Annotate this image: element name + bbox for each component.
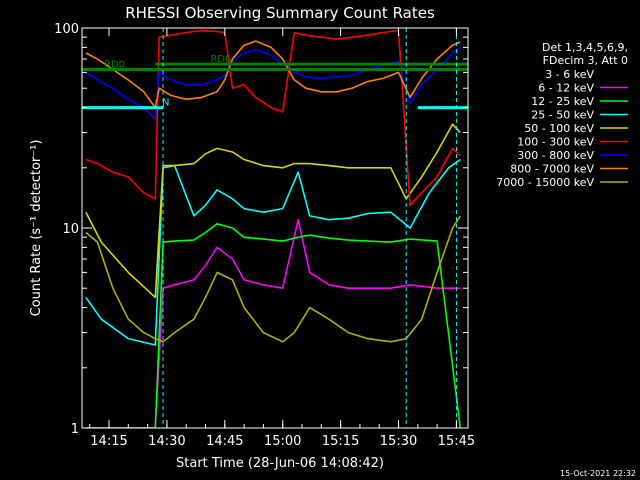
- legend-label-12-25-kev: 12 - 25 keV: [531, 95, 594, 108]
- flag-layer: N RD0 RD6: [82, 28, 468, 428]
- series-line-100-300-kev: [85, 29, 461, 206]
- legend-label-6-12-kev: 6 - 12 keV: [538, 82, 594, 95]
- x-axis: 14:15 14:30 14:45 15:00 15:15 15:30 15:45: [89, 28, 475, 449]
- timestamp: 15-Oct-2021 22:32: [560, 469, 636, 478]
- x-tick-label: 15:30: [380, 434, 417, 449]
- y-tick-label: 100: [54, 22, 79, 37]
- x-tick-label: 14:30: [148, 434, 185, 449]
- series-line-6-12-kev: [85, 218, 461, 428]
- legend-label-50-100-kev: 50 - 100 keV: [524, 122, 594, 135]
- x-tick-label: 14:15: [90, 434, 127, 449]
- x-tick-label: 15:45: [438, 434, 475, 449]
- chart-title: RHESSI Observing Summary Count Rates: [125, 4, 435, 22]
- legend-label-100-300-kev: 100 - 300 keV: [517, 136, 594, 149]
- series-line-7000-15000-kev: [85, 215, 461, 343]
- y-axis: 1 10 100: [54, 22, 468, 437]
- x-tick-label: 14:45: [206, 434, 243, 449]
- legend-header-line-1: Det 1,3,4,5,6,9,: [542, 41, 628, 54]
- legend-label-800-7000-kev: 800 - 7000 keV: [510, 163, 594, 176]
- flag-label-rd0: RD0: [104, 60, 125, 71]
- legend-label-25-50-kev: 25 - 50 keV: [531, 109, 594, 122]
- legend-label-300-800-kev: 300 - 800 keV: [517, 149, 594, 162]
- legend: Det 1,3,4,5,6,9, FDecim 3, Att 0 3 - 6 k…: [496, 41, 628, 189]
- series-line-800-7000-kev: [85, 40, 461, 109]
- y-tick-label: 1: [71, 422, 79, 437]
- x-tick-label: 15:00: [264, 434, 301, 449]
- series-layer: [85, 29, 462, 428]
- flag-label-rd6: RD6: [210, 54, 231, 65]
- series-line-3-6-kev: [85, 351, 461, 428]
- series-line-25-50-kev: [85, 158, 461, 346]
- flag-label-n: N: [162, 98, 169, 109]
- legend-label-3-6-kev: 3 - 6 keV: [545, 68, 594, 81]
- series-line-12-25-kev: [85, 223, 462, 428]
- y-axis-label: Count Rate (s⁻¹ detector⁻¹): [29, 140, 44, 317]
- y-tick-label: 10: [62, 222, 79, 237]
- x-tick-label: 15:15: [322, 434, 359, 449]
- legend-label-7000-15000-kev: 7000 - 15000 keV: [496, 176, 594, 189]
- legend-header-line-2: FDecim 3, Att 0: [543, 54, 628, 67]
- x-axis-label: Start Time (28-Jun-06 14:08:42): [176, 456, 384, 471]
